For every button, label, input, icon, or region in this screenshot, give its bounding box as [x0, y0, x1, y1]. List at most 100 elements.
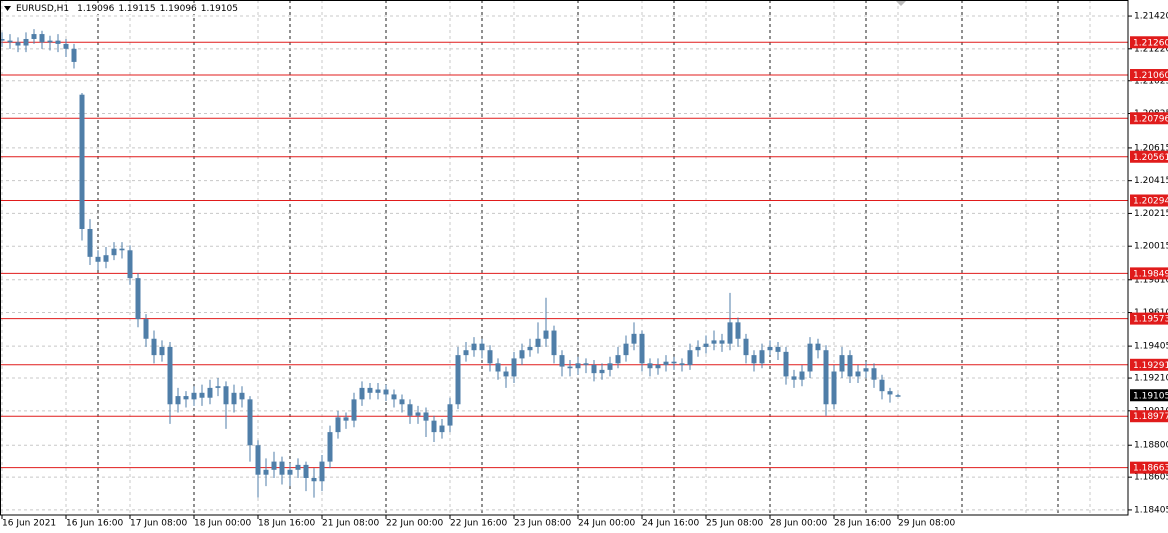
candle-body — [559, 355, 565, 367]
candle-body — [671, 361, 677, 364]
candle-body — [631, 333, 637, 344]
candle-body — [359, 387, 365, 400]
candle-body — [815, 343, 821, 351]
candle-body — [247, 399, 253, 446]
price-label: 1.19105 — [1133, 391, 1168, 401]
candle-body — [399, 399, 405, 405]
candle-body — [695, 346, 701, 351]
candle-body — [703, 343, 709, 347]
x-tick-label: 22 Jun 16:00 — [450, 519, 507, 529]
price-label-bg — [1130, 389, 1168, 402]
candle-body — [175, 396, 181, 405]
y-tick-label: 1.18800 — [1134, 441, 1168, 451]
candle-body — [127, 250, 133, 279]
candle-body — [567, 366, 573, 369]
candle-body — [463, 350, 469, 356]
candle-body — [295, 464, 301, 470]
y-tick-label: 1.18605 — [1134, 473, 1168, 483]
candle-body — [63, 43, 69, 49]
level-label: 1.20294 — [1133, 196, 1168, 206]
y-tick-label: 1.21420 — [1134, 12, 1168, 22]
candle-body — [159, 346, 165, 356]
candle-body — [439, 425, 445, 433]
candle-body — [271, 461, 277, 470]
y-tick-label: 1.18405 — [1134, 505, 1168, 515]
level-label: 1.19573 — [1133, 315, 1168, 325]
level-label-bg — [1130, 194, 1168, 207]
candle-body — [367, 387, 373, 393]
x-tick-label: 24 Jun 00:00 — [578, 519, 635, 529]
candle-body — [327, 432, 333, 462]
candle-body — [319, 461, 325, 482]
level-label-bg — [1130, 112, 1168, 125]
x-tick-label: 25 Jun 08:00 — [706, 519, 763, 529]
candle-body — [167, 346, 173, 405]
candle-body — [575, 363, 581, 369]
candle-body — [263, 469, 269, 475]
candle-body — [687, 350, 693, 365]
candle-body — [239, 392, 245, 400]
candle-body — [255, 445, 261, 475]
level-label: 1.21060 — [1133, 71, 1168, 81]
candle-body — [415, 412, 421, 416]
candle-body — [807, 343, 813, 372]
candle-body — [831, 371, 837, 405]
candle-body — [47, 40, 53, 43]
y-tick-label: 1.19210 — [1134, 374, 1168, 384]
symbol: EURUSD,H1 — [16, 4, 70, 14]
candle-body — [623, 343, 629, 356]
y-tick-label: 1.19810 — [1134, 275, 1168, 285]
candle-body — [23, 38, 29, 46]
candle-body — [343, 417, 349, 421]
level-label-bg — [1130, 36, 1168, 49]
candle-body — [615, 355, 621, 364]
candle-body — [71, 48, 77, 62]
candle-body — [663, 361, 669, 365]
x-tick-label: 29 Jun 08:00 — [898, 519, 955, 529]
candle-body — [839, 355, 845, 372]
candle-body — [711, 340, 717, 344]
x-tick-label: 23 Jun 08:00 — [514, 519, 571, 529]
candle-body — [447, 404, 453, 426]
level-label: 1.20796 — [1133, 114, 1168, 124]
candle-body — [879, 379, 885, 392]
x-tick-label: 24 Jun 16:00 — [642, 519, 699, 529]
menu-arrow[interactable] — [4, 5, 12, 13]
level-label: 1.21260 — [1133, 38, 1168, 48]
candle-body — [847, 355, 853, 377]
candle-body — [863, 368, 869, 372]
candle-body — [791, 376, 797, 380]
x-tick-label: 22 Jun 00:00 — [386, 519, 443, 529]
candle-body — [519, 350, 525, 359]
candle-body — [143, 319, 149, 339]
candle-body — [31, 34, 37, 39]
candle-body — [783, 351, 789, 377]
candle-body — [151, 338, 157, 356]
candle-body — [751, 355, 757, 364]
candle-body — [527, 346, 533, 351]
candle-body — [119, 248, 125, 251]
candle-body — [487, 350, 493, 364]
candle-body — [775, 346, 781, 352]
candle-body — [279, 461, 285, 475]
candle-body — [735, 322, 741, 339]
candle-body — [511, 358, 517, 377]
level-label-bg — [1130, 267, 1168, 280]
candle-body — [679, 363, 685, 365]
candle-body — [431, 420, 437, 433]
candle-body — [455, 355, 461, 405]
candle-body — [191, 392, 197, 400]
candle-body — [799, 371, 805, 380]
candle-body — [87, 228, 93, 257]
level-label: 1.19291 — [1133, 361, 1168, 371]
candle-body — [383, 389, 389, 395]
candle-body — [871, 368, 877, 380]
x-tick-label: 17 Jun 08:00 — [130, 519, 187, 529]
level-label: 1.18663 — [1133, 464, 1168, 474]
candle-body — [719, 340, 725, 344]
candle-body — [423, 412, 429, 421]
candle-body — [55, 40, 61, 44]
y-tick-label: 1.21220 — [1134, 44, 1168, 54]
level-label-bg — [1130, 461, 1168, 474]
